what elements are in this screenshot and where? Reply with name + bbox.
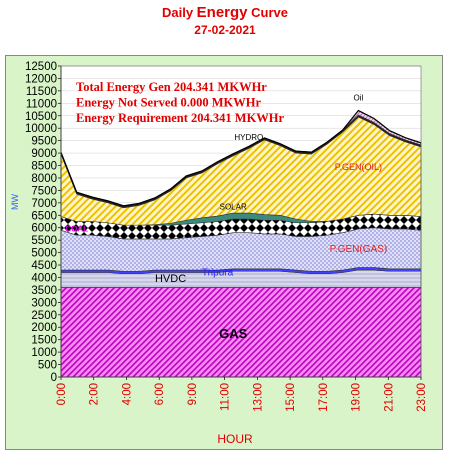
x-tick-label: 4:00 [121, 383, 133, 405]
series-label-solar: SOLAR [220, 202, 247, 211]
y-tick-label: 3000 [31, 297, 57, 309]
annotation-line: Energy Not Served 0.000 MKWHr [76, 96, 261, 110]
y-tick-label: 11000 [26, 98, 57, 110]
chart-title: Daily Energy Curve [161, 4, 288, 21]
y-tick-labels: 0500100015002000250030003500400045005000… [25, 61, 57, 384]
y-tick-label: 4000 [31, 272, 57, 284]
y-tick-label: 6500 [31, 210, 57, 222]
stacked-areas [60, 109, 422, 378]
y-tick-label: 7000 [31, 198, 57, 210]
y-tick-label: 12000 [25, 73, 57, 85]
x-tick-label: 23:00 [416, 383, 428, 412]
total-demand-line [60, 109, 422, 207]
x-tick-label: 17:00 [318, 383, 330, 412]
plot-border [60, 65, 422, 378]
y-tick-label: 10500 [25, 111, 57, 123]
series-label-p-gen-gas: P.GEN(GAS) [330, 244, 388, 255]
x-tick-label: 21:00 [383, 383, 395, 412]
y-tick-label: 5000 [31, 248, 57, 260]
x-tick-label: 15:00 [285, 383, 297, 412]
x-tick-label: 13:00 [252, 383, 264, 412]
y-tick-label: 12500 [25, 61, 57, 73]
y-tick-label: 11500 [26, 86, 57, 98]
annotations: Total Energy Gen 204.341 MKWHr Energy Not… [76, 80, 285, 125]
annotation-line: Total Energy Gen 204.341 MKWHr [76, 80, 267, 94]
series-label-p-gen-oil: P.GEN(OIL) [335, 162, 382, 172]
y-tick-label: 500 [38, 360, 57, 372]
series-label-tripura: Tripura [202, 267, 234, 278]
y-tick-label: 2000 [31, 322, 57, 334]
series-label-gas: GAS [219, 326, 248, 341]
y-tick-label: 3500 [31, 285, 57, 297]
chart-subtitle: 27-02-2021 [194, 23, 256, 37]
x-axis-label: HOUR [217, 432, 253, 446]
series-label-coal: COAL [65, 224, 88, 233]
y-tick-label: 8000 [31, 173, 57, 185]
y-tick-label: 0 [51, 372, 57, 384]
y-tick-label: 9500 [31, 136, 57, 148]
series-labels: GAS HVDC Tripura P.GEN(GAS) COAL SOLAR P.GEN(O… [65, 93, 387, 341]
y-tick-label: 8500 [31, 161, 57, 173]
series-label-oil: Oil [354, 93, 364, 102]
x-tick-label: 2:00 [89, 383, 101, 405]
x-tick-label: 11:00 [220, 383, 232, 411]
x-tick-label: 19:00 [351, 383, 363, 412]
y-tick-label: 9000 [31, 148, 57, 160]
annotation-line: Energy Requirement 204.341 MKWHr [76, 111, 285, 125]
x-tick-label: 9:00 [187, 383, 199, 405]
y-axis-label: MW [10, 194, 20, 210]
x-tick-labels: 0:00 2:00 4:00 6:00 9:00 11:00 13:00 15:00 17:00… [56, 383, 428, 412]
series-label-hvdc: HVDC [155, 273, 186, 285]
y-tick-label: 10000 [25, 123, 57, 135]
y-tick-label: 4500 [31, 260, 57, 272]
y-tick-label: 6000 [31, 223, 57, 235]
x-tick-label: 6:00 [154, 383, 166, 405]
y-tick-label: 1000 [31, 347, 57, 359]
series-label-hydro: HYDRO [234, 133, 263, 142]
x-tick-label: 0:00 [56, 383, 68, 405]
y-tick-label: 1500 [31, 335, 57, 347]
y-tick-label: 7500 [31, 185, 57, 197]
y-tick-label: 5500 [31, 235, 57, 247]
y-tick-label: 2500 [31, 310, 57, 322]
axes [58, 65, 422, 380]
